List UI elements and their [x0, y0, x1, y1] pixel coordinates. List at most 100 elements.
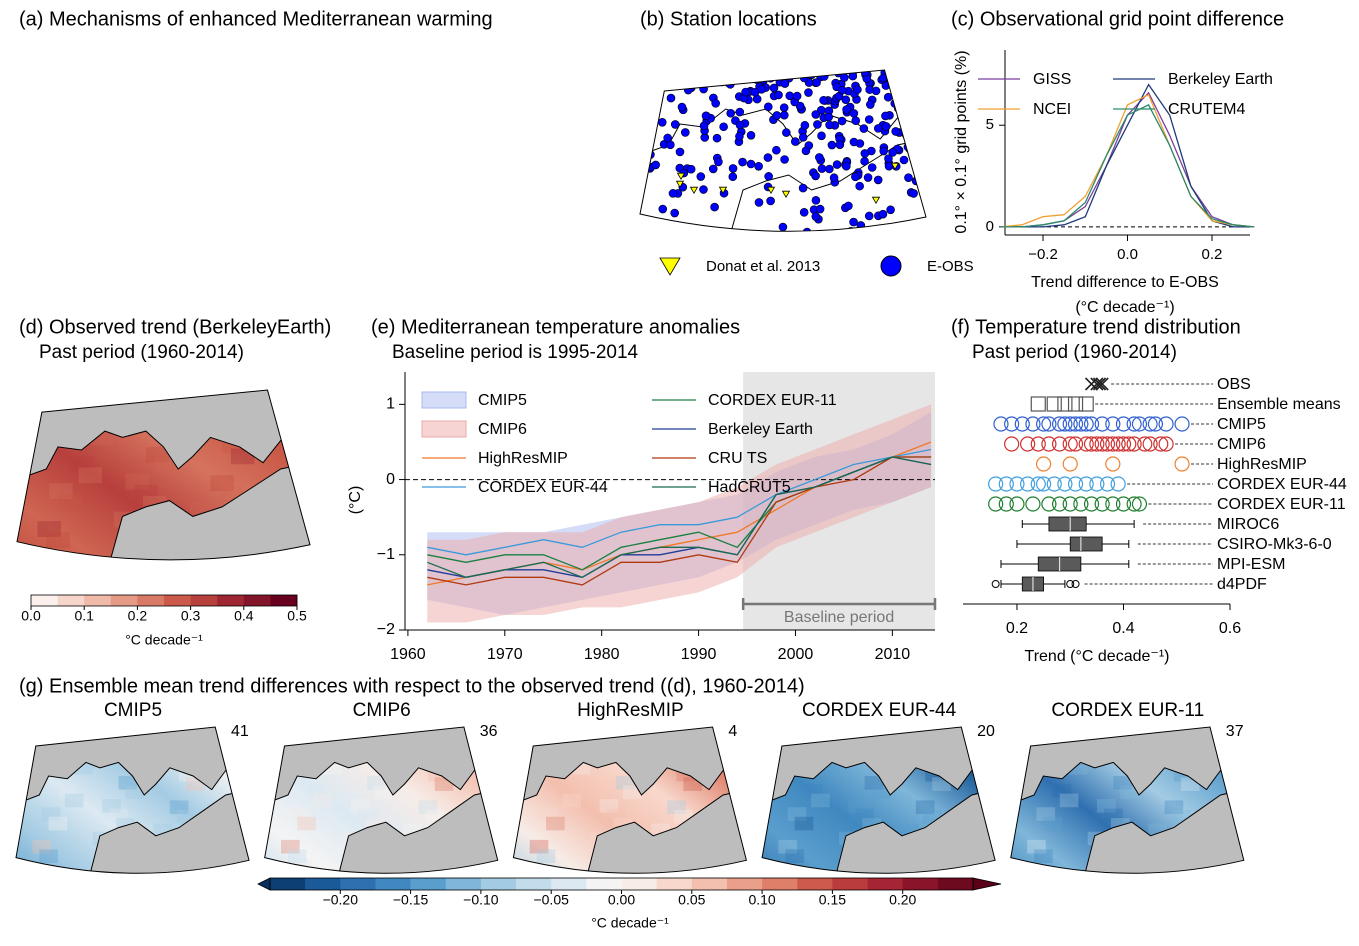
- point: [1126, 436, 1142, 452]
- station-marker: [881, 111, 890, 121]
- cell: [794, 816, 814, 831]
- point: [1009, 496, 1025, 512]
- point: [1035, 416, 1052, 432]
- colorbar-segment: [726, 878, 763, 890]
- point: [1041, 436, 1057, 452]
- cell: [1241, 769, 1244, 783]
- station-marker: [687, 70, 697, 78]
- colorbar-segment: [937, 878, 974, 890]
- cell: [246, 769, 249, 783]
- point: [1067, 476, 1084, 492]
- station-marker: [663, 133, 672, 143]
- point: [1062, 496, 1078, 512]
- station-marker: [881, 122, 891, 131]
- point: [1137, 436, 1153, 452]
- station-marker: [651, 160, 660, 170]
- line: [427, 456, 932, 586]
- station-marker: [815, 204, 825, 214]
- colorbar-tick-label: 0.15: [819, 892, 846, 908]
- station-marker: [837, 85, 847, 95]
- point: [1041, 416, 1057, 432]
- station-marker: [697, 72, 707, 81]
- legend-label: CMIP6: [478, 421, 527, 438]
- point: [1142, 436, 1158, 452]
- station-marker: [769, 83, 779, 93]
- map-frame: [761, 726, 996, 874]
- point: [1095, 377, 1109, 391]
- map: [513, 727, 747, 874]
- point: [1158, 436, 1174, 452]
- cell: [555, 784, 574, 798]
- cell: [313, 793, 333, 808]
- point: [1158, 416, 1174, 432]
- y-tick-label: 0: [986, 218, 994, 235]
- station-marker: [864, 115, 874, 124]
- point: [1067, 416, 1084, 432]
- station-marker: [782, 128, 791, 137]
- point: [1083, 496, 1100, 512]
- colorbar-segment: [305, 878, 341, 890]
- station-marker: [780, 70, 789, 77]
- station-marker: [772, 145, 781, 155]
- range-band: [427, 404, 932, 623]
- station-marker: [763, 102, 773, 112]
- station-marker: [699, 70, 708, 77]
- station-marker: [844, 201, 853, 211]
- point: [1147, 416, 1164, 432]
- station-marker: [903, 70, 913, 78]
- map: [16, 727, 249, 874]
- cell: [32, 839, 51, 854]
- cell: [357, 808, 377, 823]
- panel-f-subtitle: Past period (1960-2014): [972, 342, 1177, 363]
- station-marker: [746, 130, 756, 140]
- cell: [1052, 784, 1072, 798]
- x-tick-label: 0.4: [1112, 620, 1134, 637]
- row-label: CMIP5: [1217, 416, 1266, 433]
- station-marker: [842, 161, 851, 171]
- station-marker: [654, 74, 664, 83]
- cell: [48, 816, 68, 831]
- legend-label: CRUTEM4: [1168, 101, 1245, 118]
- station-marker: [890, 70, 899, 78]
- cell: [983, 801, 996, 816]
- map-title: CMIP6: [353, 700, 411, 721]
- legend-label: Berkeley Earth: [1168, 71, 1273, 88]
- map: [1010, 727, 1244, 874]
- station-marker: [699, 121, 709, 131]
- point: [1051, 416, 1068, 432]
- row-label: d4PDF: [1217, 576, 1267, 593]
- station-marker: [851, 172, 860, 182]
- colorbar-segment: [31, 595, 58, 606]
- colorbar-segment: [164, 595, 191, 606]
- point: [1062, 416, 1078, 432]
- point: [1110, 436, 1126, 452]
- cell: [864, 775, 884, 790]
- point: [1073, 496, 1089, 512]
- colorbar-frame: [30, 594, 298, 607]
- row-label: CORDEX EUR-44: [1217, 476, 1347, 493]
- panel-b-title: (b) Station locations: [640, 8, 817, 30]
- station-marker: [836, 229, 845, 232]
- colorbar-tick-label: 0.3: [181, 608, 201, 624]
- x-axis-label: (°C decade⁻¹): [1075, 299, 1174, 316]
- station-marker: [666, 80, 676, 90]
- station-marker: [835, 140, 845, 149]
- station-marker: [752, 70, 762, 77]
- station-marker: [780, 79, 790, 88]
- station-marker: [718, 186, 728, 194]
- legend-label: CORDEX EUR-44: [478, 479, 608, 496]
- station-marker: [849, 217, 858, 227]
- cell: [599, 799, 619, 813]
- point: [1067, 436, 1084, 452]
- colorbar-segment: [516, 878, 552, 890]
- station-marker: [660, 70, 670, 78]
- cell: [102, 799, 121, 813]
- row-label: CORDEX EUR-11: [1217, 496, 1346, 513]
- cell: [367, 775, 386, 790]
- point: [988, 476, 1004, 492]
- point: [1020, 476, 1036, 492]
- point: [998, 476, 1014, 492]
- x-tick-label: −0.2: [1028, 246, 1058, 263]
- point: [1094, 436, 1110, 452]
- station-marker: [899, 155, 909, 165]
